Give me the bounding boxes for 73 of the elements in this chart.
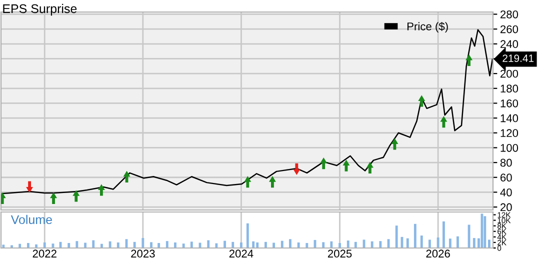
bar: [43, 242, 46, 248]
bar: [84, 242, 86, 248]
bar: [68, 243, 70, 248]
bar: [246, 223, 249, 248]
y-tick-label: 20: [500, 203, 512, 212]
bar: [2, 244, 5, 248]
bar: [92, 240, 95, 248]
x-tick-label: 2022: [32, 250, 56, 258]
bar: [414, 224, 416, 248]
bar: [232, 242, 234, 248]
x-tick-label: 2024: [229, 250, 254, 258]
bar: [370, 241, 374, 248]
bar: [488, 240, 490, 248]
bar: [26, 243, 30, 248]
y-tick-label: 140: [500, 114, 518, 122]
bar: [428, 240, 431, 248]
bar: [158, 243, 160, 248]
bar: [116, 242, 120, 248]
bar: [436, 237, 440, 248]
y-tick-label: 40: [500, 188, 512, 196]
bar: [174, 242, 176, 248]
bar: [182, 244, 185, 248]
bar: [166, 241, 168, 248]
bar: [379, 241, 382, 248]
x-tick-label: 2026: [426, 250, 450, 258]
bar: [190, 242, 193, 248]
y-tick-label: 180: [500, 84, 518, 93]
y-tick-label: 60: [500, 174, 512, 182]
bar: [142, 238, 144, 248]
bar: [289, 239, 292, 248]
bar: [264, 242, 267, 248]
bar: [480, 214, 484, 248]
y-tick-label: 200: [500, 70, 518, 78]
bar: [108, 241, 112, 248]
bar: [252, 241, 255, 248]
bar: [354, 242, 357, 248]
bar: [76, 241, 78, 248]
y-tick-label: 160: [500, 99, 518, 108]
bar: [306, 243, 308, 248]
y-tick-label: 80: [500, 158, 512, 167]
bar: [150, 242, 152, 248]
bar: [442, 221, 445, 248]
bar: [406, 238, 409, 248]
legend-label: Price ($): [407, 22, 448, 33]
y-tick-label: 260: [500, 25, 518, 34]
bar: [484, 216, 486, 248]
bar: [448, 238, 452, 248]
bar: [272, 242, 276, 248]
bar: [240, 242, 242, 248]
bar: [133, 242, 136, 248]
bar: [330, 241, 333, 248]
chart-title: Volume: [10, 214, 52, 224]
bar: [420, 236, 423, 248]
bar: [346, 240, 350, 248]
bar: [338, 243, 341, 248]
chart-title: EPS Surprise: [3, 4, 77, 16]
y-tick-label: 100: [500, 144, 518, 152]
x-tick-label: 2023: [131, 250, 155, 258]
y-tick-label: 120: [500, 129, 518, 138]
bar: [10, 245, 13, 248]
bar: [322, 242, 325, 248]
y-tick-label: 280: [500, 10, 518, 18]
x-tick-label: 2025: [328, 250, 352, 258]
bar: [395, 226, 398, 248]
bar: [280, 240, 284, 248]
bar: [256, 242, 259, 248]
data-label: 219.41: [502, 54, 534, 62]
bar: [207, 240, 210, 248]
bar: [472, 238, 476, 248]
bar: [297, 242, 300, 248]
bar: [224, 240, 226, 248]
bar: [456, 236, 459, 248]
y-tick-label: 240: [500, 40, 518, 48]
